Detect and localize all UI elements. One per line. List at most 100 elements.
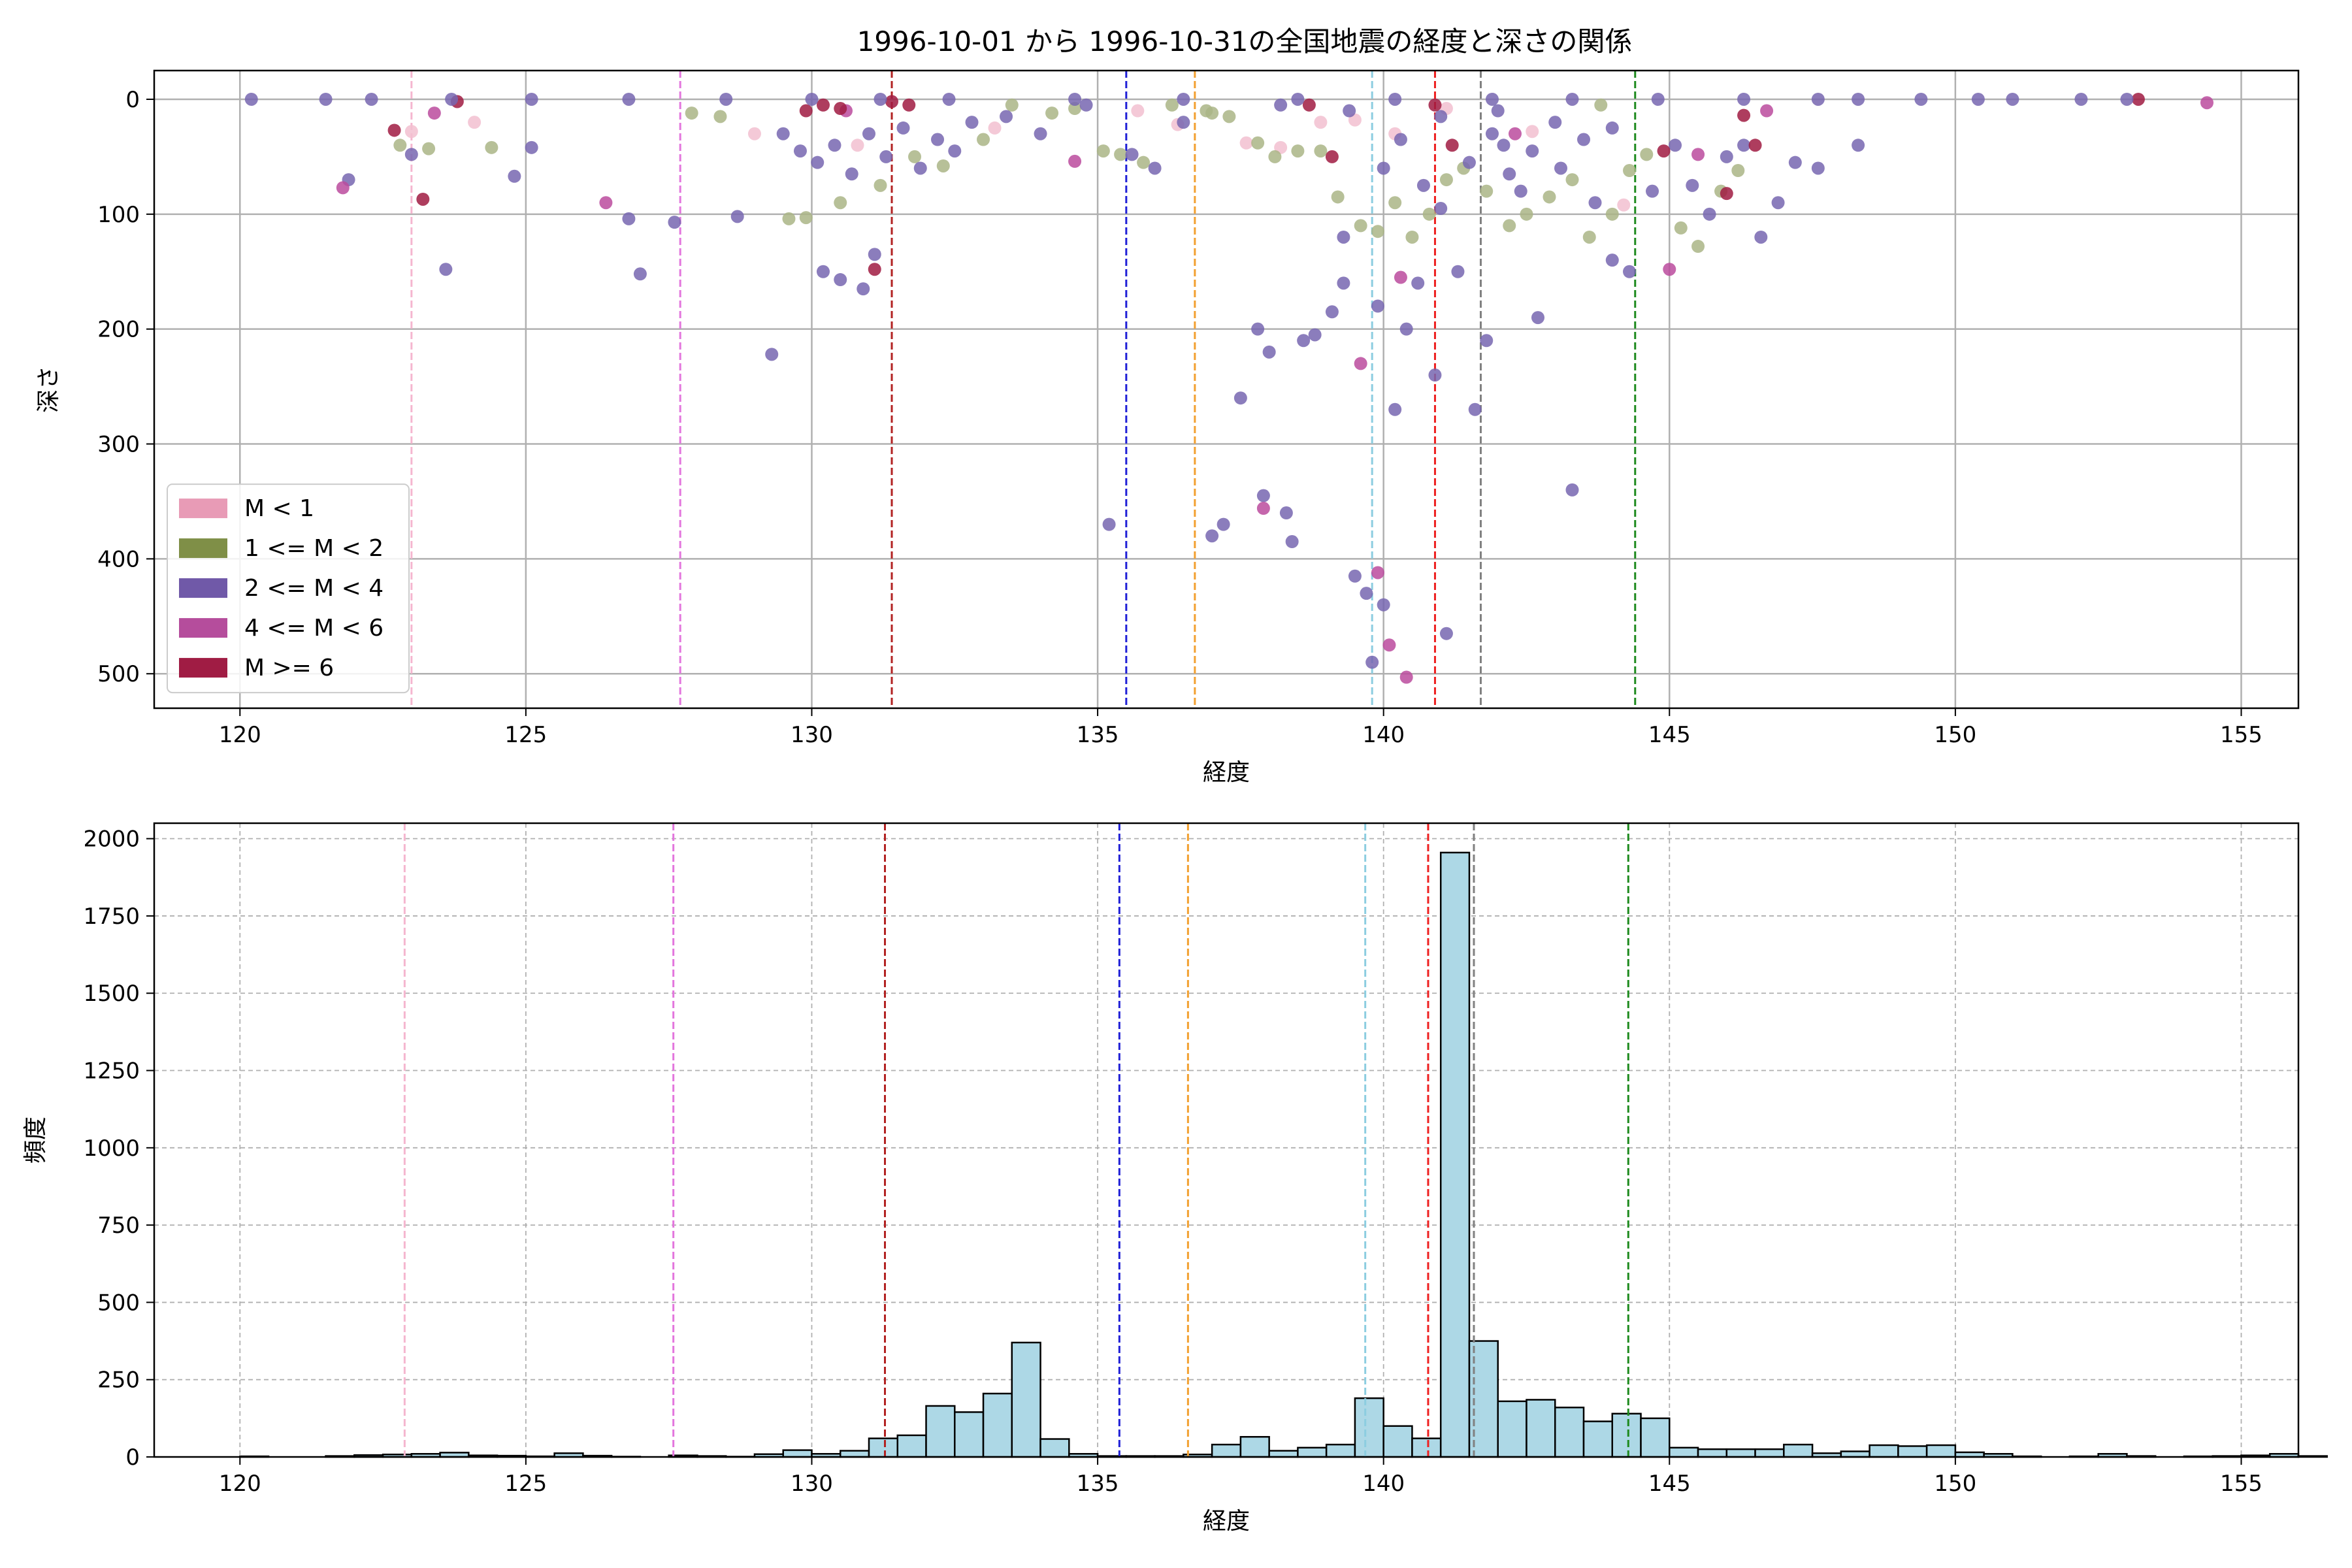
scatter-point <box>1034 127 1047 140</box>
scatter-point <box>1005 98 1019 112</box>
histogram-bar <box>839 1450 870 1458</box>
histogram-bar <box>896 1434 927 1458</box>
scatter-point <box>1325 305 1339 319</box>
histogram-bar <box>1925 1444 1957 1458</box>
histogram-frame <box>153 822 2300 1458</box>
scatter-point <box>1291 144 1305 158</box>
scatter-point <box>1737 92 1751 106</box>
legend-label: M < 1 <box>244 495 314 522</box>
scatter-point <box>857 282 870 296</box>
scatter-point <box>1565 92 1579 106</box>
histogram-x-tick-label: 140 <box>1362 1471 1405 1497</box>
scatter-point <box>1434 110 1448 123</box>
scatter-point <box>1377 161 1390 175</box>
scatter-point <box>1343 104 1356 118</box>
scatter-point <box>1428 98 1442 112</box>
scatter-point <box>1605 207 1619 221</box>
scatter-point <box>1371 299 1384 313</box>
histogram-y-tick-label: 500 <box>97 1290 140 1316</box>
scatter-point <box>977 133 990 146</box>
scatter-x-tick-label: 150 <box>1934 722 1976 748</box>
histogram-y-tick-label: 1500 <box>83 981 140 1007</box>
legend: M < 1 1 <= M < 2 2 <= M < 4 4 <= M < 6 M >= … <box>167 483 410 694</box>
scatter-point <box>1302 98 1316 112</box>
scatter-point <box>1731 163 1745 177</box>
scatter-point <box>1251 136 1265 150</box>
scatter-point <box>1691 148 1705 161</box>
scatter-point <box>1480 334 1494 348</box>
scatter-point <box>1520 207 1533 221</box>
scatter-point <box>1068 154 1082 168</box>
scatter-point <box>525 92 538 106</box>
scatter-point <box>1262 345 1276 359</box>
scatter-point <box>834 196 847 210</box>
scatter-point <box>622 92 636 106</box>
scatter-point <box>1285 535 1299 549</box>
scatter-y-tick-label: 500 <box>97 661 140 687</box>
scatter-point <box>1445 139 1459 152</box>
scatter-point <box>1337 276 1350 290</box>
histogram-x-label: 経度 <box>1203 1508 1250 1535</box>
scatter-point <box>1788 155 1802 169</box>
histogram-y-tick-label: 1750 <box>83 904 140 930</box>
scatter-x-tick-label: 140 <box>1362 722 1405 748</box>
histogram-bar <box>1382 1425 1413 1458</box>
histogram-bar <box>1697 1448 1728 1458</box>
scatter-point <box>1411 276 1425 290</box>
scatter-point <box>1543 190 1556 204</box>
scatter-point <box>599 196 613 210</box>
scatter-x-tick-label: 120 <box>219 722 261 748</box>
scatter-point <box>828 139 841 152</box>
scatter-point <box>1388 196 1402 210</box>
histogram-bar <box>1526 1399 1556 1458</box>
histogram-bar <box>925 1405 956 1458</box>
scatter-point <box>1348 569 1362 583</box>
scatter-point <box>1165 98 1179 112</box>
scatter-point <box>1377 598 1390 612</box>
histogram-bar <box>1411 1437 1442 1458</box>
histogram-bar <box>1497 1400 1527 1458</box>
scatter-point <box>713 110 727 123</box>
scatter-point <box>1503 167 1516 181</box>
scatter-y-tick-label: 0 <box>125 87 140 113</box>
scatter-panel: 120 125 130 135 140 145 150 155 0 100 200 300 400 500… <box>35 69 2300 786</box>
scatter-point <box>816 98 830 112</box>
scatter-point <box>1274 98 1288 112</box>
scatter-point <box>799 211 813 225</box>
scatter-point <box>834 273 847 287</box>
scatter-point <box>811 155 825 169</box>
histogram-bar <box>1754 1448 1785 1458</box>
histogram-bar <box>1354 1397 1384 1458</box>
scatter-point <box>2120 92 2134 106</box>
scatter-point <box>1177 116 1190 129</box>
scatter-point <box>1485 92 1499 106</box>
scatter-point <box>1399 670 1413 684</box>
histogram-bar <box>954 1411 985 1458</box>
histogram-bar <box>1725 1448 1756 1458</box>
scatter-point <box>1737 139 1751 152</box>
scatter-point <box>1451 265 1465 278</box>
scatter-point <box>1657 144 1671 158</box>
scatter-point <box>799 104 813 118</box>
legend-swatch <box>179 498 227 519</box>
scatter-point <box>319 92 333 106</box>
scatter-point <box>336 181 350 195</box>
scatter-point <box>1663 263 1676 276</box>
scatter-point <box>1360 587 1373 600</box>
scatter-point <box>2131 92 2145 106</box>
scatter-point <box>885 95 899 108</box>
scatter-point <box>1594 98 1608 112</box>
histogram-y-tick-label: 750 <box>97 1213 140 1239</box>
scatter-point <box>1371 566 1384 580</box>
histogram-bar <box>1297 1446 1328 1458</box>
histogram-bar <box>1554 1407 1585 1458</box>
scatter-point <box>908 150 922 163</box>
scatter-point <box>931 133 945 146</box>
scatter-point <box>1297 334 1311 348</box>
scatter-point <box>1514 184 1527 198</box>
histogram-x-tick-label: 130 <box>791 1471 833 1497</box>
scatter-point <box>913 161 927 175</box>
histogram-bar <box>1783 1443 1814 1458</box>
scatter-point <box>1737 108 1751 122</box>
histogram-bar <box>1439 851 1471 1458</box>
